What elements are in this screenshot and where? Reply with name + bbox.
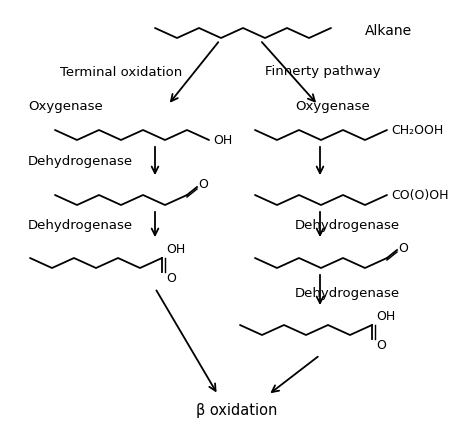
Text: β oxidation: β oxidation (196, 402, 278, 418)
Text: Dehydrogenase: Dehydrogenase (295, 218, 400, 231)
Text: Oxygenase: Oxygenase (28, 100, 103, 113)
Text: OH: OH (376, 310, 395, 323)
Text: Dehydrogenase: Dehydrogenase (295, 286, 400, 300)
Text: Alkane: Alkane (365, 24, 412, 38)
Text: OH: OH (213, 135, 232, 147)
Text: Oxygenase: Oxygenase (295, 100, 370, 113)
Text: CO(O)OH: CO(O)OH (391, 190, 448, 203)
Text: Dehydrogenase: Dehydrogenase (28, 218, 133, 231)
Text: O: O (198, 178, 208, 191)
Text: Finnerty pathway: Finnerty pathway (265, 65, 381, 79)
Text: Dehydrogenase: Dehydrogenase (28, 156, 133, 169)
Text: Terminal oxidation: Terminal oxidation (60, 65, 182, 79)
Text: O: O (376, 339, 386, 352)
Text: O: O (398, 242, 408, 255)
Text: OH: OH (166, 243, 185, 256)
Text: CH₂OOH: CH₂OOH (391, 125, 443, 138)
Text: O: O (166, 272, 176, 285)
